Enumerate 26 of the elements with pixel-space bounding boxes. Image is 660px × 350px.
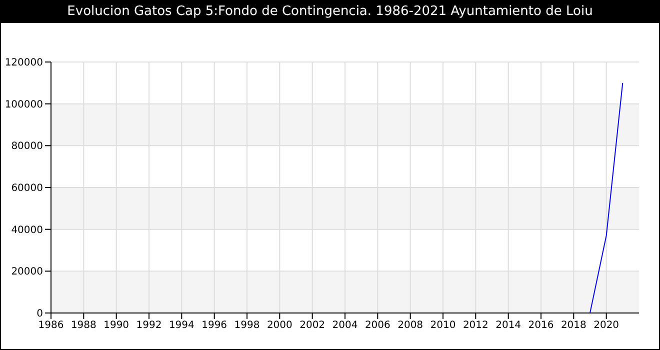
y-tick-label: 40000 xyxy=(11,224,43,236)
y-tick-label: 20000 xyxy=(11,266,43,278)
x-tick-label: 2006 xyxy=(364,320,390,332)
x-tick-label: 1996 xyxy=(202,320,228,332)
x-tick-label: 1986 xyxy=(38,320,64,332)
x-tick-label: 2008 xyxy=(398,320,424,332)
x-tick-label: 1992 xyxy=(136,320,162,332)
chart-title: Evolucion Gatos Cap 5:Fondo de Contingencia. 1986-2021 Ayuntamiento de Loiu xyxy=(1,1,659,23)
x-tick-label: 2002 xyxy=(300,320,326,332)
x-tick-label: 2016 xyxy=(528,320,554,332)
x-tick-label: 1988 xyxy=(70,320,96,332)
y-tick-label: 100000 xyxy=(4,99,43,110)
x-tick-label: 2012 xyxy=(462,320,488,332)
x-tick-label: 2014 xyxy=(496,320,522,332)
y-tick-label: 60000 xyxy=(11,183,43,194)
x-tick-label: 2020 xyxy=(594,320,620,332)
x-tick-label: 2000 xyxy=(266,320,292,332)
x-tick-label: 2018 xyxy=(560,320,586,332)
x-tick-label: 1990 xyxy=(104,320,130,332)
y-tick-label: 120000 xyxy=(4,58,43,69)
x-tick-label: 1998 xyxy=(234,320,260,332)
x-tick-label: 2010 xyxy=(430,320,456,332)
y-tick-label: 0 xyxy=(36,308,43,320)
x-tick-label: 1994 xyxy=(168,320,194,332)
x-tick-label: 2004 xyxy=(332,320,358,332)
y-tick-label: 80000 xyxy=(11,141,43,152)
